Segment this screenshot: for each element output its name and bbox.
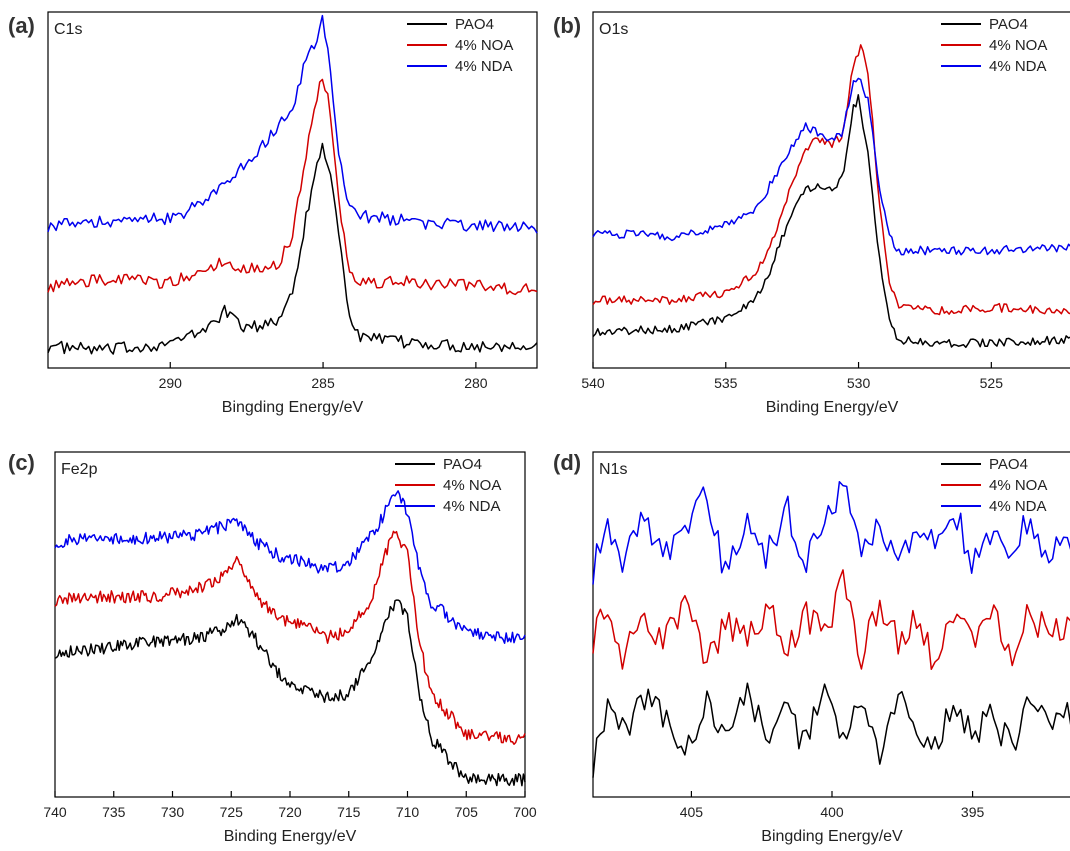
x-tick-label: 525 [980,375,1004,391]
legend-label: 4% NDA [455,58,513,75]
chart-panel-3: (d) N1s 405 400 395 Bingding Energy/eV PAO4 4% … [553,450,1070,845]
panel-letter: (b) [553,13,581,38]
x-tick-label: 725 [220,804,244,820]
x-tick-label: 735 [102,804,126,820]
legend-label: PAO4 [989,16,1028,33]
series-line-4noa [47,78,538,296]
x-tick-label: 280 [464,375,488,391]
x-tick-label: 530 [847,375,871,391]
series-line-pao4 [592,94,1070,349]
x-tick-label: 400 [820,804,844,820]
series-line-4nda [592,77,1070,256]
x-axis-title: Bingding Energy/eV [222,399,364,416]
element-label: N1s [599,461,627,478]
x-tick-label: 285 [311,375,335,391]
legend-label: PAO4 [455,16,494,33]
x-tick-label: 405 [680,804,704,820]
series-line-4nda [54,490,526,644]
legend-label: 4% NDA [989,498,1047,515]
chart-panel-0: (a) C1s 290 285 280 Bingding Energy/eV PAO4 4% … [8,11,538,416]
series-line-pao4 [54,599,526,787]
legend-label: PAO4 [989,456,1028,473]
x-tick-label: 705 [455,804,479,820]
x-axis-title: Bingding Energy/eV [761,828,903,845]
legend-label: 4% NDA [989,58,1047,75]
series-line-4noa [592,44,1070,316]
x-tick-label: 535 [714,375,738,391]
series-line-pao4 [592,682,1070,778]
x-axis-title: Binding Energy/eV [766,399,899,416]
x-tick-label: 730 [161,804,185,820]
element-label: C1s [54,21,82,38]
plot-frame [592,11,1070,369]
chart-panel-1: (b) O1s 540 535 530 525 Binding Energy/eV PAO4 4… [553,11,1070,416]
series-line-4nda [592,480,1070,585]
panel-letter: (c) [8,450,35,475]
series-line-4noa [592,569,1070,671]
legend-label: 4% NDA [443,498,501,515]
x-tick-label: 740 [43,804,67,820]
series-line-pao4 [47,142,538,355]
x-tick-label: 290 [159,375,183,391]
x-tick-label: 710 [396,804,420,820]
x-tick-label: 540 [581,375,605,391]
element-label: O1s [599,21,628,38]
panel-letter: (d) [553,450,581,475]
x-tick-label: 395 [961,804,985,820]
legend-label: 4% NOA [443,477,501,494]
series-line-4noa [54,530,526,745]
legend-label: 4% NOA [455,37,513,54]
plot-frame [47,11,538,369]
element-label: Fe2p [61,461,98,478]
x-tick-label: 720 [278,804,302,820]
x-tick-label: 715 [337,804,361,820]
legend-label: PAO4 [443,456,482,473]
panel-letter: (a) [8,13,35,38]
legend-label: 4% NOA [989,477,1047,494]
series-line-4nda [47,14,538,234]
x-tick-label: 700 [513,804,537,820]
legend-label: 4% NOA [989,37,1047,54]
chart-panel-2: (c) Fe2p 740 735 730 725 720 715 710 705 700 Bindin… [8,450,537,845]
x-axis-title: Binding Energy/eV [224,828,357,845]
